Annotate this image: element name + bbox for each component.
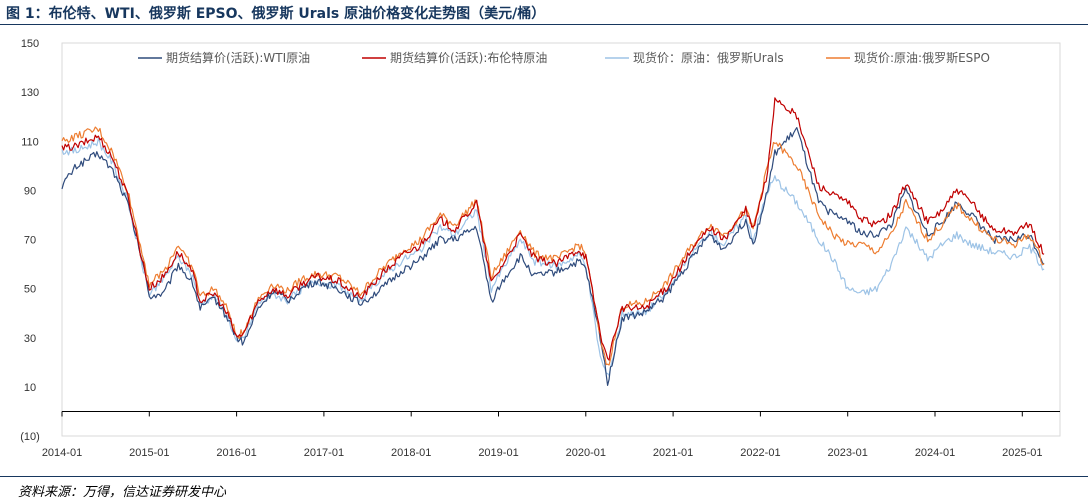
x-tick-label: 2017-01 xyxy=(304,447,344,459)
source-divider xyxy=(0,476,1088,477)
legend: 期货结算价(活跃):WTI原油 期货结算价(活跃):布伦特原油 现货价：原油：俄罗斯… xyxy=(138,50,990,65)
plot-area xyxy=(61,42,1061,437)
figure-title: 图 1：布伦特、WTI、俄罗斯 EPSO、俄罗斯 Urals 原油价格变化走势图… xyxy=(6,6,546,22)
x-tick-label: 2024-01 xyxy=(915,447,955,459)
y-tick-label: 130 xyxy=(21,87,39,99)
y-tick-label: 150 xyxy=(21,38,39,50)
legend-label: 现货价：原油：俄罗斯Urals xyxy=(633,50,784,65)
y-axis: (10) 10 30 50 70 90 110 130 150 xyxy=(20,38,1060,443)
y-tick-label: (10) xyxy=(20,431,40,443)
legend-label: 现货价:原油:俄罗斯ESPO xyxy=(854,50,990,65)
title-divider xyxy=(0,24,1088,25)
x-tick-label: 2014-01 xyxy=(42,447,82,459)
x-tick-label: 2020-01 xyxy=(566,447,606,459)
y-tick-label: 90 xyxy=(24,185,36,197)
x-tick-label: 2021-01 xyxy=(653,447,693,459)
series-line xyxy=(61,97,1045,361)
x-axis: 2014-01 2015-01 2016-01 2017-01 2018-01 2019-… xyxy=(42,411,1042,459)
legend-label: 期货结算价(活跃):WTI原油 xyxy=(166,50,310,65)
y-tick-label: 110 xyxy=(21,136,39,148)
series-line xyxy=(61,127,1045,386)
x-tick-label: 2023-01 xyxy=(828,447,868,459)
x-tick-label: 2016-01 xyxy=(216,447,256,459)
y-tick-label: 10 xyxy=(24,382,36,394)
x-tick-label: 2022-01 xyxy=(740,447,780,459)
series-layer xyxy=(61,97,1045,386)
series-line xyxy=(61,126,1045,366)
x-tick-label: 2019-01 xyxy=(478,447,518,459)
x-tick-label: 2018-01 xyxy=(391,447,431,459)
y-tick-label: 50 xyxy=(24,284,36,296)
x-tick-label: 2015-01 xyxy=(129,447,169,459)
source-note: 资料来源：万得，信达证券研发中心 xyxy=(18,485,227,500)
legend-label: 期货结算价(活跃):布伦特原油 xyxy=(390,50,547,65)
y-tick-label: 70 xyxy=(24,235,36,247)
x-tick-label: 2025-01 xyxy=(1002,447,1042,459)
y-tick-label: 30 xyxy=(24,333,36,345)
